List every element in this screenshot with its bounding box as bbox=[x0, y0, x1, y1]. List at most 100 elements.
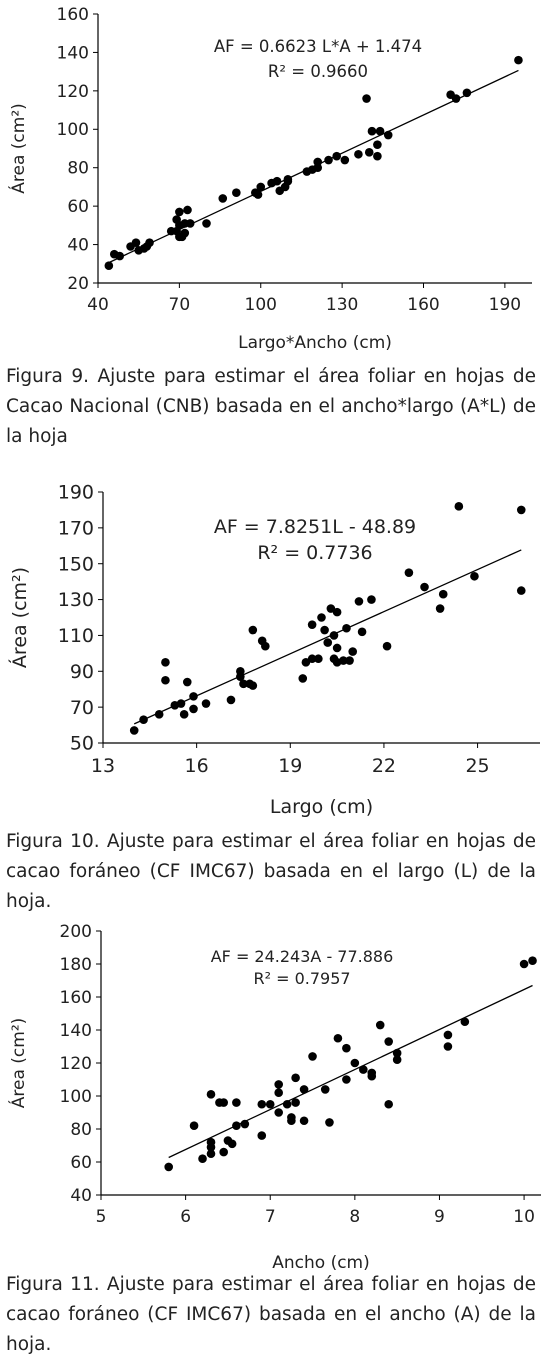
y-tick-label: 60 bbox=[67, 197, 89, 217]
data-point bbox=[257, 1131, 267, 1140]
x-tick-label: 160 bbox=[407, 295, 439, 315]
y-tick-label: 90 bbox=[70, 661, 94, 683]
data-point bbox=[329, 631, 339, 640]
x-tick-label: 100 bbox=[245, 295, 277, 315]
y-tick-label: 150 bbox=[58, 553, 94, 575]
r-squared-label: R² = 0.7736 bbox=[257, 542, 372, 564]
data-point bbox=[185, 219, 195, 228]
data-point bbox=[115, 251, 124, 261]
trendline bbox=[168, 984, 533, 1159]
data-point bbox=[470, 571, 479, 581]
data-point bbox=[206, 1090, 216, 1099]
data-point bbox=[384, 1099, 393, 1109]
data-point bbox=[342, 1043, 351, 1053]
data-point bbox=[232, 1121, 241, 1130]
x-tick-label: 16 bbox=[185, 755, 209, 777]
data-point bbox=[272, 176, 282, 186]
data-point bbox=[236, 672, 245, 681]
data-point bbox=[323, 638, 333, 647]
figure-10-caption: Figura 10. Ajuste para estimar el área f… bbox=[6, 831, 536, 912]
x-tick-label: 10 bbox=[513, 1207, 535, 1227]
data-point bbox=[362, 94, 371, 103]
data-point bbox=[226, 695, 236, 705]
data-point bbox=[383, 130, 393, 140]
data-point bbox=[183, 205, 192, 215]
data-point bbox=[375, 1020, 385, 1030]
data-point bbox=[392, 1055, 402, 1064]
data-point bbox=[248, 625, 258, 635]
y-tick-label: 160 bbox=[57, 5, 89, 25]
trendline bbox=[133, 549, 522, 725]
figure-10: 50 70 90 110 130 150 170 190 13 16 19 22 25 Largo (cm… bbox=[0, 470, 551, 912]
figure-9-caption: Figura 9. Ajuste para estimar el área fo… bbox=[6, 366, 536, 447]
y-tick-label: 100 bbox=[57, 120, 89, 140]
y-tick-label: 40 bbox=[70, 1186, 92, 1206]
data-point bbox=[189, 704, 198, 714]
data-point bbox=[373, 140, 382, 149]
x-tick-label: 6 bbox=[180, 1207, 191, 1227]
data-point bbox=[443, 1042, 453, 1051]
data-point bbox=[324, 155, 333, 165]
y-axis-label: Área (cm²) bbox=[8, 567, 31, 668]
x-tick-label: 13 bbox=[91, 755, 115, 777]
y-tick-label: 120 bbox=[60, 1054, 92, 1074]
data-point bbox=[232, 188, 241, 197]
regression-equation: AF = 24.243A - 77.886 bbox=[211, 947, 394, 966]
data-point bbox=[342, 1075, 351, 1084]
data-point bbox=[354, 597, 364, 606]
data-point bbox=[274, 1080, 283, 1089]
data-point bbox=[219, 1098, 228, 1107]
data-point bbox=[454, 502, 464, 511]
data-point bbox=[435, 604, 445, 613]
y-tick-label: 70 bbox=[70, 697, 94, 719]
y-tick-label: 130 bbox=[58, 589, 94, 611]
y-tick-label: 80 bbox=[67, 159, 89, 179]
data-point bbox=[382, 641, 392, 651]
x-axis-label: Largo (cm) bbox=[270, 796, 373, 818]
data-point bbox=[367, 595, 376, 604]
data-point bbox=[291, 1098, 300, 1107]
data-point bbox=[218, 194, 228, 203]
x-tick-label: 190 bbox=[489, 295, 521, 315]
y-tick-label: 50 bbox=[70, 733, 94, 755]
data-point bbox=[375, 126, 385, 136]
data-point bbox=[462, 88, 472, 98]
figure-9: 20 40 60 80 100 120 140 160 40 70 100 130 160 190 Larg… bbox=[0, 0, 551, 470]
x-axis-label: Ancho (cm) bbox=[272, 1253, 370, 1273]
regression-equation: AF = 0.6623 L*A + 1.474 bbox=[214, 37, 422, 56]
data-point bbox=[392, 1048, 402, 1058]
data-point bbox=[202, 219, 211, 228]
data-point bbox=[253, 190, 263, 199]
data-point bbox=[350, 1058, 360, 1068]
data-point bbox=[404, 568, 414, 577]
data-point bbox=[307, 620, 317, 629]
data-point bbox=[257, 1099, 267, 1109]
x-tick-label: 19 bbox=[278, 755, 302, 777]
data-point bbox=[359, 1065, 368, 1074]
data-point bbox=[373, 151, 382, 161]
data-point bbox=[384, 1037, 393, 1046]
data-point bbox=[265, 1099, 275, 1109]
r-squared-label: R² = 0.9660 bbox=[268, 62, 368, 81]
data-point bbox=[301, 658, 311, 667]
y-tick-label: 100 bbox=[60, 1087, 92, 1107]
data-point bbox=[164, 1162, 173, 1172]
data-point bbox=[420, 582, 429, 592]
data-point bbox=[326, 604, 336, 613]
data-point bbox=[131, 238, 141, 247]
data-point bbox=[367, 1071, 377, 1081]
data-point bbox=[239, 679, 248, 689]
data-point bbox=[282, 1099, 292, 1109]
x-tick-label: 8 bbox=[349, 1207, 360, 1227]
data-point bbox=[182, 677, 192, 687]
data-point bbox=[354, 149, 363, 159]
data-point bbox=[528, 956, 537, 965]
y-axis-label: Área (cm²) bbox=[7, 103, 29, 194]
data-point bbox=[287, 1116, 296, 1126]
x-tick-label: 22 bbox=[372, 755, 396, 777]
figure-11-caption: Figura 11. Ajuste para estimar el área f… bbox=[6, 1274, 536, 1355]
data-point bbox=[332, 151, 342, 161]
y-tick-label: 170 bbox=[58, 518, 94, 540]
regression-equation: AF = 7.8251L - 48.89 bbox=[214, 516, 416, 538]
